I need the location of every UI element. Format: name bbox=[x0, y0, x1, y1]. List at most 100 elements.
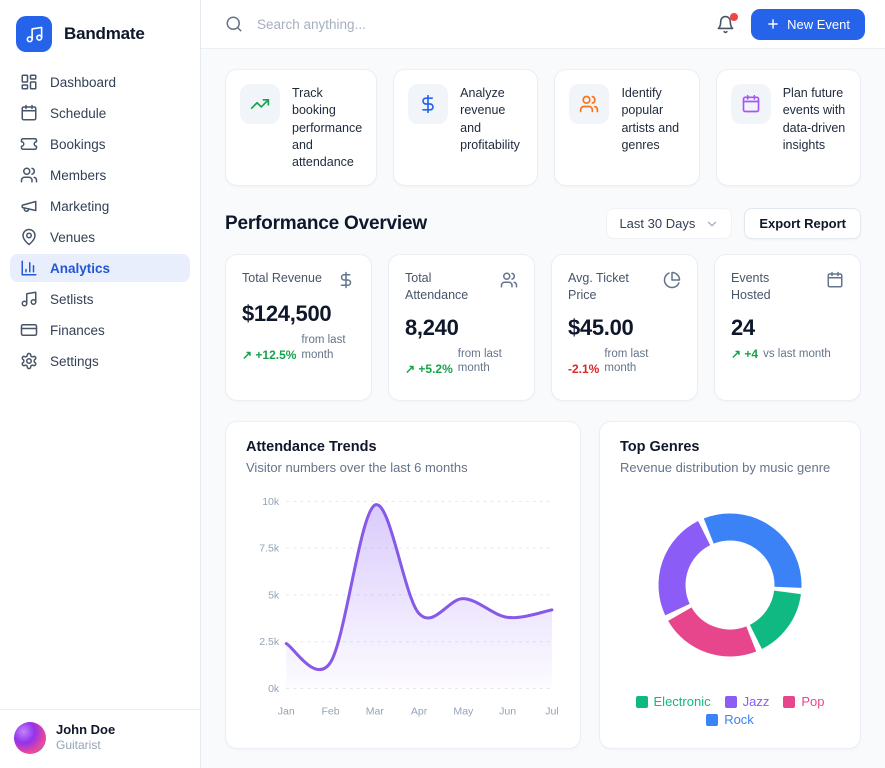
sidebar-item-marketing[interactable]: Marketing bbox=[10, 192, 190, 220]
sidebar-item-analytics[interactable]: Analytics bbox=[10, 254, 190, 282]
topbar: New Event bbox=[201, 0, 885, 49]
main-area: New Event Track booking performance and … bbox=[201, 0, 885, 768]
stat-change-suffix: from last month bbox=[301, 334, 346, 361]
stat-change: ↗ +12.5% bbox=[242, 348, 297, 362]
stat-label: Total Revenue bbox=[242, 271, 322, 286]
legend-swatch bbox=[635, 695, 648, 708]
sidebar-item-label: Venues bbox=[50, 229, 96, 245]
notifications-button[interactable] bbox=[714, 12, 739, 36]
section-head: Performance Overview Last 30 Days Export… bbox=[225, 208, 861, 240]
stat-change: ↗ +4 bbox=[731, 347, 759, 362]
stat-card: Avg. Ticket Price $45.00 -2.1% from last mo… bbox=[551, 254, 698, 402]
sidebar-item-setlists[interactable]: Setlists bbox=[10, 285, 190, 313]
attendance-chart-title: Attendance Trends bbox=[246, 439, 377, 456]
calendar-icon bbox=[826, 271, 844, 289]
feature-text: Plan future events with data-driven insi… bbox=[782, 86, 846, 152]
attendance-line-chart: 0k 2.5k 5k 7.5k 10k Jan Feb Mar Apr May Jun Jul bbox=[246, 483, 560, 731]
megaphone-icon bbox=[20, 197, 38, 215]
head-controls: Last 30 Days Export Report bbox=[606, 208, 861, 240]
sidebar-item-dashboard[interactable]: Dashboard bbox=[10, 68, 190, 96]
donut-slice-rock bbox=[703, 513, 802, 588]
feature-card: Analyze revenue and profitability bbox=[393, 69, 539, 187]
legend-item-pop: Pop bbox=[783, 694, 824, 709]
users-icon bbox=[500, 271, 518, 289]
date-range-select[interactable]: Last 30 Days bbox=[606, 208, 733, 240]
sidebar-item-members[interactable]: Members bbox=[10, 161, 190, 189]
search-icon bbox=[225, 15, 243, 33]
donut-slice-electronic bbox=[749, 589, 801, 649]
app-title: Bandmate bbox=[64, 24, 145, 43]
stat-change-suffix: from last month bbox=[457, 347, 502, 375]
sidebar-item-label: Bookings bbox=[50, 136, 106, 152]
user-name: John Doe bbox=[56, 722, 116, 738]
sidebar-item-finances[interactable]: Finances bbox=[10, 316, 190, 344]
stat-card: Total Attendance 8,240 ↗ +5.2% from last mo… bbox=[388, 254, 535, 402]
stat-change-suffix: vs last month bbox=[763, 347, 831, 360]
legend-item-jazz: Jazz bbox=[724, 694, 769, 709]
sidebar-item-label: Setlists bbox=[50, 291, 94, 307]
stat-label: Avg. Ticket Price bbox=[568, 271, 629, 302]
layout-dashboard-icon bbox=[20, 73, 38, 91]
top-genres-card: Top Genres Revenue distribution by music… bbox=[599, 421, 861, 750]
stat-label: Total Attendance bbox=[405, 271, 469, 302]
sidebar: Bandmate Dashboard Schedule Bookings Member… bbox=[0, 0, 201, 768]
sidebar-item-label: Schedule bbox=[50, 105, 107, 121]
sidebar-item-schedule[interactable]: Schedule bbox=[10, 99, 190, 127]
user-role: Guitarist bbox=[56, 738, 101, 752]
charts-row: Attendance Trends Visitor numbers over t… bbox=[225, 421, 861, 750]
credit-card-icon bbox=[20, 321, 38, 339]
stat-value: 8,240 bbox=[405, 314, 459, 340]
sidebar-item-label: Finances bbox=[50, 322, 105, 338]
feature-card: Plan future events with data-driven insi… bbox=[715, 69, 861, 187]
app-logo: Bandmate bbox=[10, 12, 190, 68]
calendar-icon bbox=[730, 84, 771, 124]
genres-donut-chart bbox=[620, 475, 840, 694]
user-profile[interactable]: John Doe Guitarist bbox=[0, 709, 200, 768]
svg-text:2.5k: 2.5k bbox=[259, 636, 280, 648]
svg-text:10k: 10k bbox=[262, 496, 280, 508]
legend-label: Electronic bbox=[653, 694, 711, 710]
page-title: Performance Overview bbox=[225, 212, 427, 234]
music-logo-icon bbox=[16, 16, 52, 52]
feature-text: Identify popular artists and genres bbox=[621, 86, 680, 152]
svg-text:Jul: Jul bbox=[545, 706, 558, 718]
gear-icon bbox=[20, 352, 38, 370]
sidebar-item-venues[interactable]: Venues bbox=[10, 223, 190, 251]
svg-text:7.5k: 7.5k bbox=[259, 543, 280, 555]
pie-chart-icon bbox=[663, 271, 681, 289]
dollar-icon bbox=[408, 84, 449, 124]
stat-change-suffix: from last month bbox=[604, 347, 649, 375]
feature-text: Track booking performance and attendance bbox=[292, 86, 363, 169]
feature-cards: Track booking performance and attendance… bbox=[225, 69, 861, 187]
stat-value: $124,500 bbox=[242, 301, 332, 327]
sidebar-item-label: Marketing bbox=[50, 198, 110, 214]
genres-chart-subtitle: Revenue distribution by music genre bbox=[620, 460, 831, 476]
users-icon bbox=[20, 166, 38, 184]
export-report-button[interactable]: Export Report bbox=[744, 208, 861, 240]
stat-value: 24 bbox=[731, 314, 755, 340]
search-input[interactable] bbox=[257, 16, 701, 32]
sidebar-item-label: Analytics bbox=[50, 260, 111, 276]
sidebar-item-settings[interactable]: Settings bbox=[10, 347, 190, 375]
stat-change: -2.1% bbox=[568, 361, 600, 376]
ticket-icon bbox=[20, 135, 38, 153]
sidebar-item-bookings[interactable]: Bookings bbox=[10, 130, 190, 158]
attendance-trends-card: Attendance Trends Visitor numbers over t… bbox=[225, 421, 581, 750]
legend-swatch bbox=[724, 695, 737, 708]
new-event-button[interactable]: New Event bbox=[751, 8, 865, 40]
sidebar-item-label: Settings bbox=[50, 353, 99, 369]
sidebar-nav: Dashboard Schedule Bookings Members Marketin… bbox=[10, 68, 190, 375]
notification-dot bbox=[730, 12, 739, 21]
svg-text:Apr: Apr bbox=[411, 706, 428, 718]
stat-cards: Total Revenue $124,500 ↗ +12.5% from last m… bbox=[225, 254, 861, 402]
legend-swatch bbox=[783, 695, 796, 708]
feature-card: Identify popular artists and genres bbox=[554, 69, 700, 187]
new-event-label: New Event bbox=[787, 16, 850, 32]
avatar bbox=[14, 722, 46, 754]
chevron-down-icon bbox=[705, 217, 719, 231]
svg-text:Jun: Jun bbox=[499, 706, 516, 718]
bar-chart-icon bbox=[20, 259, 38, 277]
search-bar bbox=[225, 15, 701, 33]
genres-chart-title: Top Genres bbox=[620, 439, 700, 456]
trending-up-icon bbox=[240, 84, 280, 124]
